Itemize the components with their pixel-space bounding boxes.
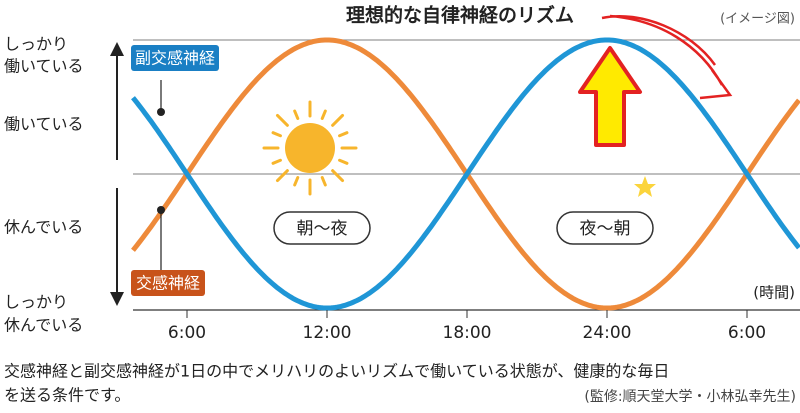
y-label: しっかり bbox=[4, 293, 68, 312]
period-pill bbox=[273, 211, 371, 245]
series-label: 交感神経 bbox=[136, 274, 200, 293]
x-tick-label: 12:00 bbox=[303, 323, 352, 343]
sun-ray bbox=[275, 113, 289, 127]
star-icon bbox=[634, 176, 656, 197]
sun-ray bbox=[320, 176, 327, 187]
y-label: しっかり bbox=[4, 35, 68, 54]
sun-ray bbox=[338, 131, 349, 138]
x-tick-label: 24:00 bbox=[583, 323, 632, 343]
red-squiggle bbox=[601, 14, 733, 100]
credit: (監修:順天堂大学・小林弘幸先生) bbox=[584, 388, 796, 405]
x-tick-label: 6:00 bbox=[168, 323, 206, 343]
series-box bbox=[131, 45, 219, 71]
period-label: 朝〜夜 bbox=[297, 219, 348, 239]
y-label: 休んでいる bbox=[4, 218, 83, 237]
y-label: 働いている bbox=[4, 115, 84, 134]
curve bbox=[131, 37, 800, 311]
x-unit: (時間) bbox=[753, 284, 795, 302]
y-label: 休んでいる bbox=[4, 316, 83, 335]
x-tick-label: 6:00 bbox=[728, 323, 766, 343]
arrow-head bbox=[110, 42, 124, 56]
sun-ray bbox=[338, 158, 349, 165]
note: (イメージ図) bbox=[720, 12, 795, 27]
title: 理想的な自律神経のリズム bbox=[346, 4, 574, 27]
x-tick-label: 18:00 bbox=[443, 323, 492, 343]
sun-icon bbox=[262, 100, 358, 196]
footer-line: 交感神経と副交感神経が1日の中でメリハリのよいリズムで働いている状態が、健康的な… bbox=[4, 362, 669, 381]
series-box bbox=[131, 270, 205, 296]
sun-ray bbox=[320, 109, 327, 120]
sun-ray bbox=[331, 169, 345, 183]
up-arrow bbox=[578, 46, 642, 147]
y-label: 働いている bbox=[4, 57, 84, 76]
period-label: 夜〜朝 bbox=[580, 219, 631, 239]
sun-ray bbox=[271, 158, 282, 165]
arrow-head bbox=[110, 292, 124, 306]
sun-ray bbox=[271, 131, 282, 138]
sun-ray bbox=[293, 109, 300, 120]
footer-line: を送る条件です。 bbox=[4, 386, 130, 405]
sun-ray bbox=[275, 169, 289, 183]
sun-ray bbox=[331, 113, 345, 127]
series-label: 副交感神経 bbox=[135, 49, 215, 68]
period-pill bbox=[556, 211, 654, 245]
sun-ray bbox=[293, 176, 300, 187]
